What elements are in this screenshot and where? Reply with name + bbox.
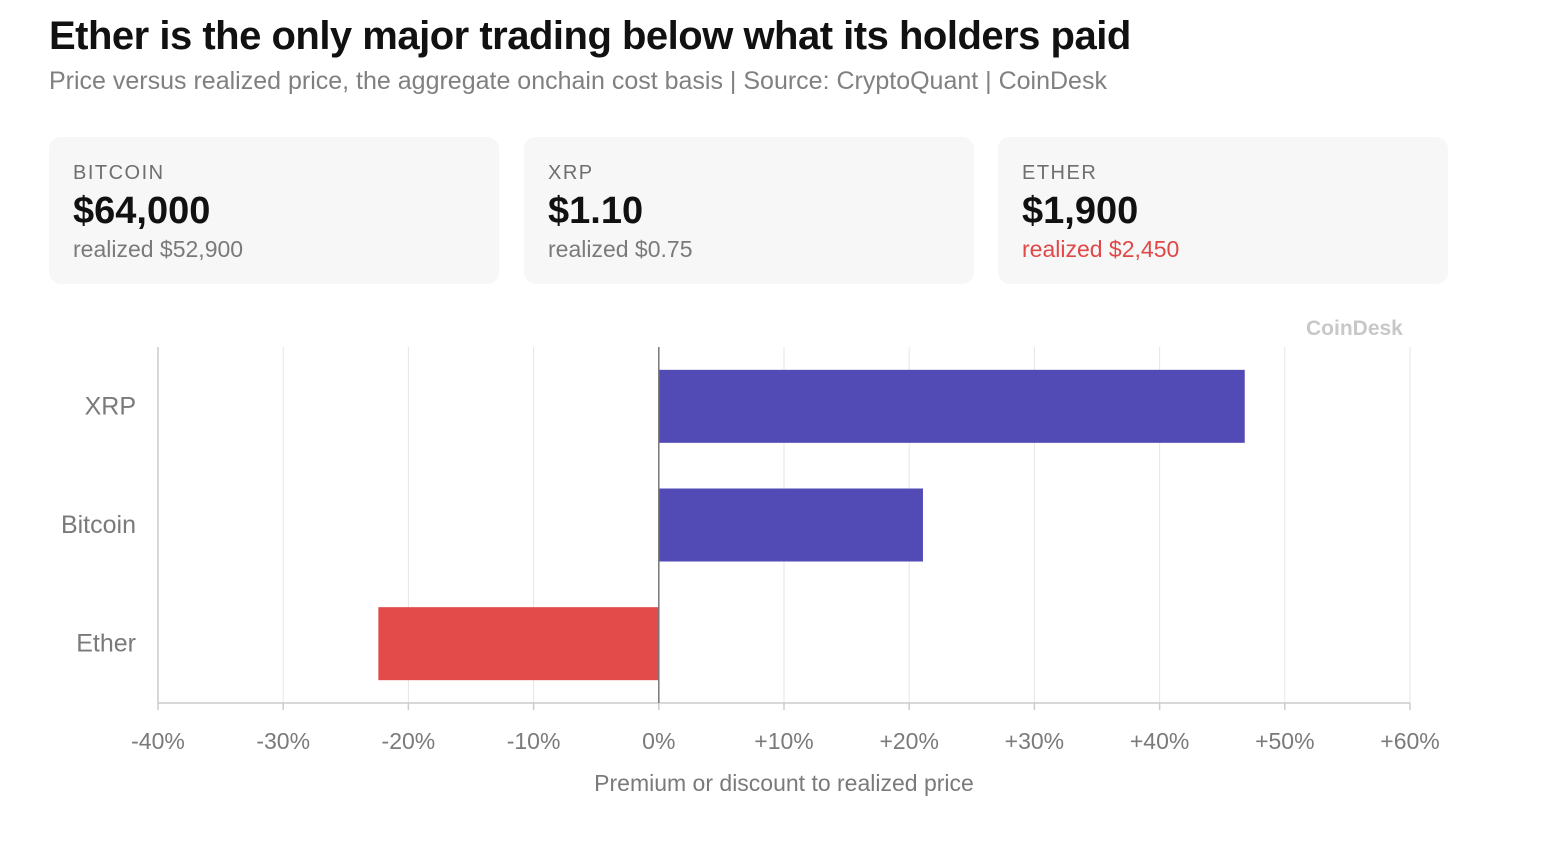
stat-card-realized: realized $52,900	[73, 236, 244, 262]
stat-card-realized: realized $2,450	[1022, 236, 1180, 262]
x-tick-label: +60%	[1380, 728, 1439, 754]
x-tick-label: +40%	[1130, 728, 1189, 754]
coindesk-watermark: CoinDesk	[1300, 318, 1412, 339]
stat-card-label: BITCOIN	[73, 162, 165, 184]
stat-card-label: ETHER	[1022, 162, 1098, 184]
x-tick-label: +30%	[1005, 728, 1064, 754]
stat-card-realized: realized $0.75	[548, 236, 693, 262]
x-tick-label: +20%	[879, 728, 938, 754]
stat-card-price: $64,000	[73, 190, 211, 232]
stat-card-ether: ETHER $1,900 realized $2,450	[998, 137, 1448, 284]
x-tick-label: -40%	[131, 728, 185, 754]
stat-card-bitcoin: BITCOIN $64,000 realized $52,900	[49, 137, 499, 284]
y-category-label: XRP	[85, 392, 136, 420]
x-axis-title: Premium or discount to realized price	[594, 770, 974, 796]
bar-xrp	[658, 369, 1245, 443]
x-tick-label: +10%	[754, 728, 813, 754]
stat-card-label: XRP	[548, 162, 594, 184]
page-title: Ether is the only major trading below wh…	[49, 14, 1131, 58]
x-tick-label: -30%	[256, 728, 310, 754]
watermark-text: CoinDesk	[1306, 318, 1403, 339]
y-category-label: Bitcoin	[61, 511, 136, 539]
x-tick-label: +50%	[1255, 728, 1314, 754]
x-tick-label: 0%	[642, 728, 675, 754]
x-tick-label: -20%	[382, 728, 436, 754]
page-subtitle: Price versus realized price, the aggrega…	[49, 67, 1107, 95]
stat-card-price: $1.10	[548, 190, 644, 232]
y-category-label: Ether	[76, 630, 136, 658]
stat-card-price: $1,900	[1022, 190, 1139, 232]
bar-ether	[378, 607, 659, 681]
bar-bitcoin	[658, 488, 923, 562]
x-tick-label: -10%	[507, 728, 561, 754]
stat-card-xrp: XRP $1.10 realized $0.75	[524, 137, 974, 284]
